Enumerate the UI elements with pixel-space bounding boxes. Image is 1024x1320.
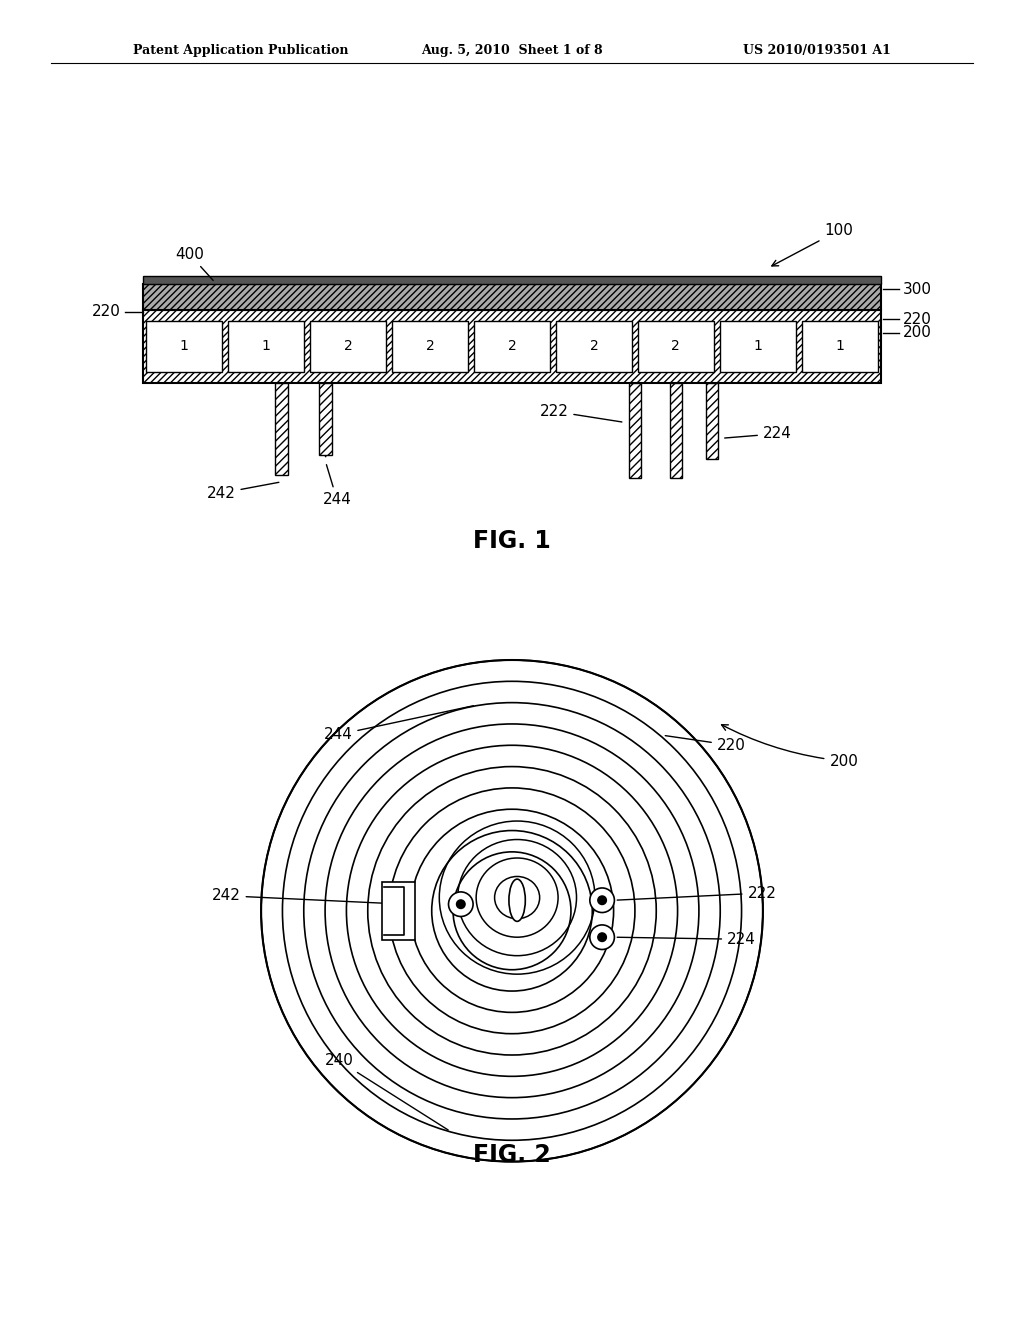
Bar	[146, 321, 222, 372]
Text: 1: 1	[836, 339, 844, 354]
Text: 224: 224	[617, 932, 756, 946]
Bar	[143, 310, 881, 383]
Bar	[143, 284, 881, 310]
Text: 244: 244	[323, 465, 351, 507]
Ellipse shape	[261, 660, 763, 1162]
Bar	[392, 321, 468, 372]
Text: 242: 242	[212, 888, 401, 904]
Circle shape	[590, 925, 614, 949]
Bar	[556, 321, 632, 372]
Circle shape	[590, 888, 614, 912]
Bar	[638, 321, 714, 372]
Bar	[474, 321, 550, 372]
Bar	[143, 310, 881, 383]
Bar	[275, 383, 288, 475]
Bar	[706, 383, 718, 459]
Text: 200: 200	[722, 725, 858, 768]
Text: 220: 220	[903, 312, 932, 327]
Bar	[275, 383, 288, 475]
Text: 242: 242	[207, 482, 279, 500]
Text: 1: 1	[262, 339, 270, 354]
Bar	[670, 383, 682, 478]
Text: 2: 2	[344, 339, 352, 354]
Circle shape	[598, 896, 606, 904]
Bar	[720, 321, 796, 372]
Text: 220: 220	[666, 735, 745, 752]
Text: 222: 222	[617, 886, 776, 900]
Bar	[143, 284, 881, 310]
Bar	[143, 276, 881, 284]
Bar	[802, 321, 878, 372]
Bar	[319, 383, 332, 455]
Text: 224: 224	[725, 426, 792, 441]
Text: 2: 2	[590, 339, 598, 354]
Ellipse shape	[509, 879, 525, 921]
Text: Aug. 5, 2010  Sheet 1 of 8: Aug. 5, 2010 Sheet 1 of 8	[421, 44, 603, 57]
Text: 1: 1	[754, 339, 762, 354]
Bar	[629, 383, 641, 478]
Bar	[629, 383, 641, 478]
FancyBboxPatch shape	[382, 882, 415, 940]
Bar	[670, 383, 682, 478]
Text: 300: 300	[903, 281, 932, 297]
Text: 240: 240	[325, 1053, 449, 1130]
Text: 244: 244	[324, 706, 473, 742]
Bar	[706, 383, 718, 459]
Text: 400: 400	[175, 247, 213, 280]
Text: 200: 200	[903, 325, 932, 341]
Bar	[319, 383, 332, 455]
Text: US 2010/0193501 A1: US 2010/0193501 A1	[743, 44, 891, 57]
Text: FIG. 1: FIG. 1	[473, 529, 551, 553]
Bar	[228, 321, 304, 372]
Bar	[310, 321, 386, 372]
Circle shape	[598, 933, 606, 941]
Text: Patent Application Publication: Patent Application Publication	[133, 44, 348, 57]
Text: 1: 1	[180, 339, 188, 354]
Circle shape	[457, 900, 465, 908]
Text: 2: 2	[672, 339, 680, 354]
Circle shape	[449, 892, 473, 916]
Text: 222: 222	[540, 404, 622, 422]
Text: 2: 2	[426, 339, 434, 354]
Text: 100: 100	[772, 223, 853, 265]
Text: 2: 2	[508, 339, 516, 354]
Text: 220: 220	[92, 304, 121, 319]
Text: FIG. 2: FIG. 2	[473, 1143, 551, 1167]
